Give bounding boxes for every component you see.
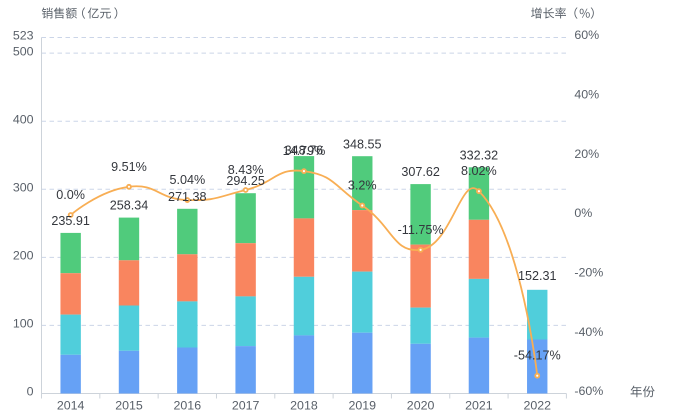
- svg-text:14.79%: 14.79%: [283, 144, 326, 158]
- svg-text:2017: 2017: [232, 399, 260, 413]
- svg-text:152.31: 152.31: [518, 269, 557, 283]
- svg-text:271.38: 271.38: [168, 190, 207, 204]
- svg-text:200: 200: [13, 249, 34, 263]
- svg-text:235.91: 235.91: [51, 214, 90, 228]
- svg-text:0: 0: [27, 385, 34, 399]
- svg-text:-20%: -20%: [574, 266, 603, 280]
- svg-text:2022: 2022: [523, 399, 551, 413]
- svg-text:-54.17%: -54.17%: [514, 349, 561, 363]
- svg-text:2014: 2014: [57, 399, 85, 413]
- svg-text:-60%: -60%: [574, 384, 603, 398]
- svg-text:2020: 2020: [407, 399, 435, 413]
- svg-text:20%: 20%: [574, 147, 599, 161]
- svg-text:332.32: 332.32: [460, 148, 499, 162]
- svg-text:307.62: 307.62: [401, 165, 440, 179]
- svg-text:0%: 0%: [574, 206, 592, 220]
- svg-text:60%: 60%: [574, 28, 599, 42]
- svg-text:2015: 2015: [115, 399, 143, 413]
- svg-text:0.0%: 0.0%: [56, 188, 85, 202]
- svg-text:-40%: -40%: [574, 325, 603, 339]
- svg-text:300: 300: [13, 180, 34, 194]
- svg-text:40%: 40%: [574, 88, 599, 102]
- svg-text:9.51%: 9.51%: [111, 160, 147, 174]
- svg-text:348.76: 348.76: [285, 144, 324, 158]
- svg-text:2016: 2016: [174, 399, 202, 413]
- svg-text:294.25: 294.25: [226, 174, 265, 188]
- svg-text:-11.75%: -11.75%: [398, 223, 444, 237]
- svg-text:500: 500: [13, 44, 34, 58]
- svg-text:100: 100: [13, 317, 34, 331]
- svg-text:523: 523: [13, 29, 34, 43]
- svg-text:5.04%: 5.04%: [169, 173, 205, 187]
- svg-text:2021: 2021: [465, 399, 493, 413]
- svg-text:2019: 2019: [348, 399, 376, 413]
- svg-text:8.02%: 8.02%: [461, 164, 497, 178]
- svg-text:8.43%: 8.43%: [228, 163, 264, 177]
- svg-text:348.55: 348.55: [343, 137, 382, 151]
- svg-text:258.34: 258.34: [110, 199, 149, 213]
- svg-text:2018: 2018: [290, 399, 318, 413]
- svg-text:400: 400: [13, 112, 34, 126]
- svg-text:3.2%: 3.2%: [348, 179, 377, 193]
